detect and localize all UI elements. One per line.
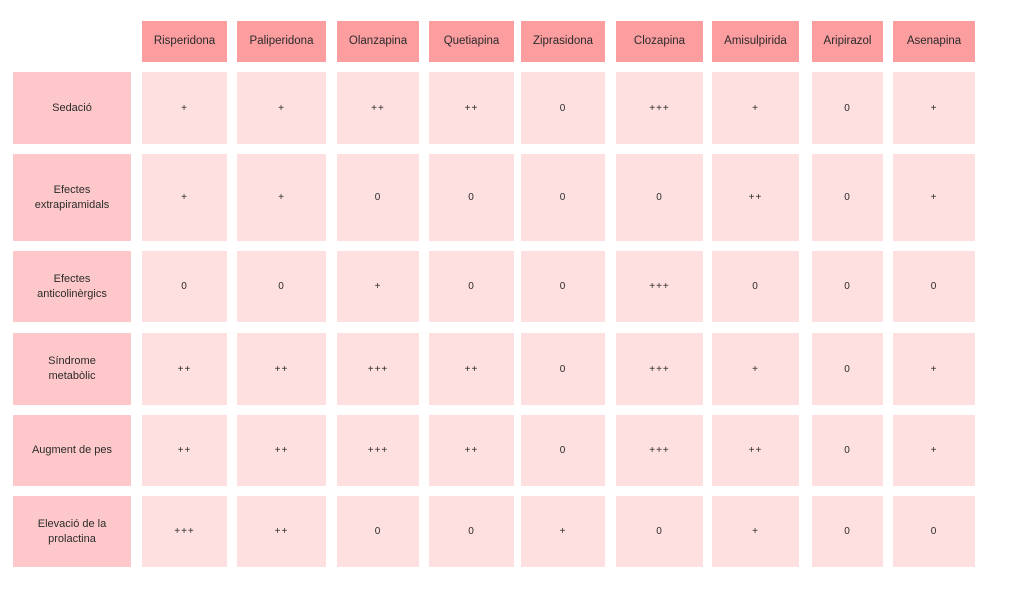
table-cell: ++ bbox=[712, 154, 799, 241]
row-header-sindrome-metabolic: Síndrome metabòlic bbox=[13, 333, 131, 405]
table-cell: 0 bbox=[893, 496, 975, 567]
row-header-efectes-anticolinergics: Efectes anticolinèrgics bbox=[13, 251, 131, 322]
table-cell: + bbox=[237, 72, 326, 144]
table-cell: 0 bbox=[521, 72, 605, 144]
table-cell: 0 bbox=[812, 333, 883, 405]
row-header-augment-de-pes: Augment de pes bbox=[13, 415, 131, 486]
table-cell: + bbox=[337, 251, 419, 322]
row-header-elevacio-de-la-prolactina: Elevació de la prolactina bbox=[13, 496, 131, 567]
column-header-ziprasidona: Ziprasidona bbox=[521, 21, 605, 62]
table-cell: 0 bbox=[616, 154, 703, 241]
table-cell: 0 bbox=[521, 415, 605, 486]
row-header-efectes-extrapiramidals: Efectes extrapiramidals bbox=[13, 154, 131, 241]
table-cell: 0 bbox=[812, 154, 883, 241]
table-cell: ++ bbox=[237, 496, 326, 567]
table-cell: ++ bbox=[237, 415, 326, 486]
column-header-asenapina: Asenapina bbox=[893, 21, 975, 62]
table-cell: +++ bbox=[616, 72, 703, 144]
table-cell: + bbox=[712, 72, 799, 144]
table-cell: 0 bbox=[521, 333, 605, 405]
table-cell: +++ bbox=[616, 415, 703, 486]
column-header-amisulpirida: Amisulpirida bbox=[712, 21, 799, 62]
table-cell: 0 bbox=[429, 496, 514, 567]
table-cell: +++ bbox=[337, 333, 419, 405]
table-cell: + bbox=[521, 496, 605, 567]
table-cell: ++ bbox=[142, 415, 227, 486]
column-header-paliperidona: Paliperidona bbox=[237, 21, 326, 62]
table-cell: 0 bbox=[142, 251, 227, 322]
table-cell: + bbox=[142, 72, 227, 144]
table-cell: + bbox=[712, 496, 799, 567]
table-cell: 0 bbox=[812, 72, 883, 144]
table-cell: + bbox=[893, 72, 975, 144]
column-header-risperidona: Risperidona bbox=[142, 21, 227, 62]
table-cell: + bbox=[712, 333, 799, 405]
column-header-quetiapina: Quetiapina bbox=[429, 21, 514, 62]
column-header-clozapina: Clozapina bbox=[616, 21, 703, 62]
table-cell: 0 bbox=[337, 496, 419, 567]
table-cell: ++ bbox=[429, 72, 514, 144]
table-cell: 0 bbox=[712, 251, 799, 322]
table-cell: 0 bbox=[893, 251, 975, 322]
table-cell: ++ bbox=[712, 415, 799, 486]
table-cell: + bbox=[893, 415, 975, 486]
table-cell: +++ bbox=[337, 415, 419, 486]
table-cell: 0 bbox=[521, 251, 605, 322]
row-header-sedacio: Sedació bbox=[13, 72, 131, 144]
table-cell: +++ bbox=[616, 333, 703, 405]
table-cell: 0 bbox=[521, 154, 605, 241]
table-cell: + bbox=[893, 333, 975, 405]
table-cell: ++ bbox=[237, 333, 326, 405]
table-cell: 0 bbox=[812, 251, 883, 322]
table-cell: 0 bbox=[337, 154, 419, 241]
table-cell: + bbox=[237, 154, 326, 241]
table-cell: + bbox=[142, 154, 227, 241]
table-cell: 0 bbox=[429, 251, 514, 322]
table-cell: 0 bbox=[429, 154, 514, 241]
table-cell: ++ bbox=[429, 333, 514, 405]
table-cell: +++ bbox=[142, 496, 227, 567]
table-cell: +++ bbox=[616, 251, 703, 322]
table-cell: ++ bbox=[429, 415, 514, 486]
table-cell: + bbox=[893, 154, 975, 241]
table-cell: ++ bbox=[337, 72, 419, 144]
table-cell: ++ bbox=[142, 333, 227, 405]
table-cell: 0 bbox=[616, 496, 703, 567]
table-cell: 0 bbox=[812, 415, 883, 486]
table-cell: 0 bbox=[812, 496, 883, 567]
table-cell: 0 bbox=[237, 251, 326, 322]
column-header-olanzapina: Olanzapina bbox=[337, 21, 419, 62]
column-header-aripirazol: Aripirazol bbox=[812, 21, 883, 62]
